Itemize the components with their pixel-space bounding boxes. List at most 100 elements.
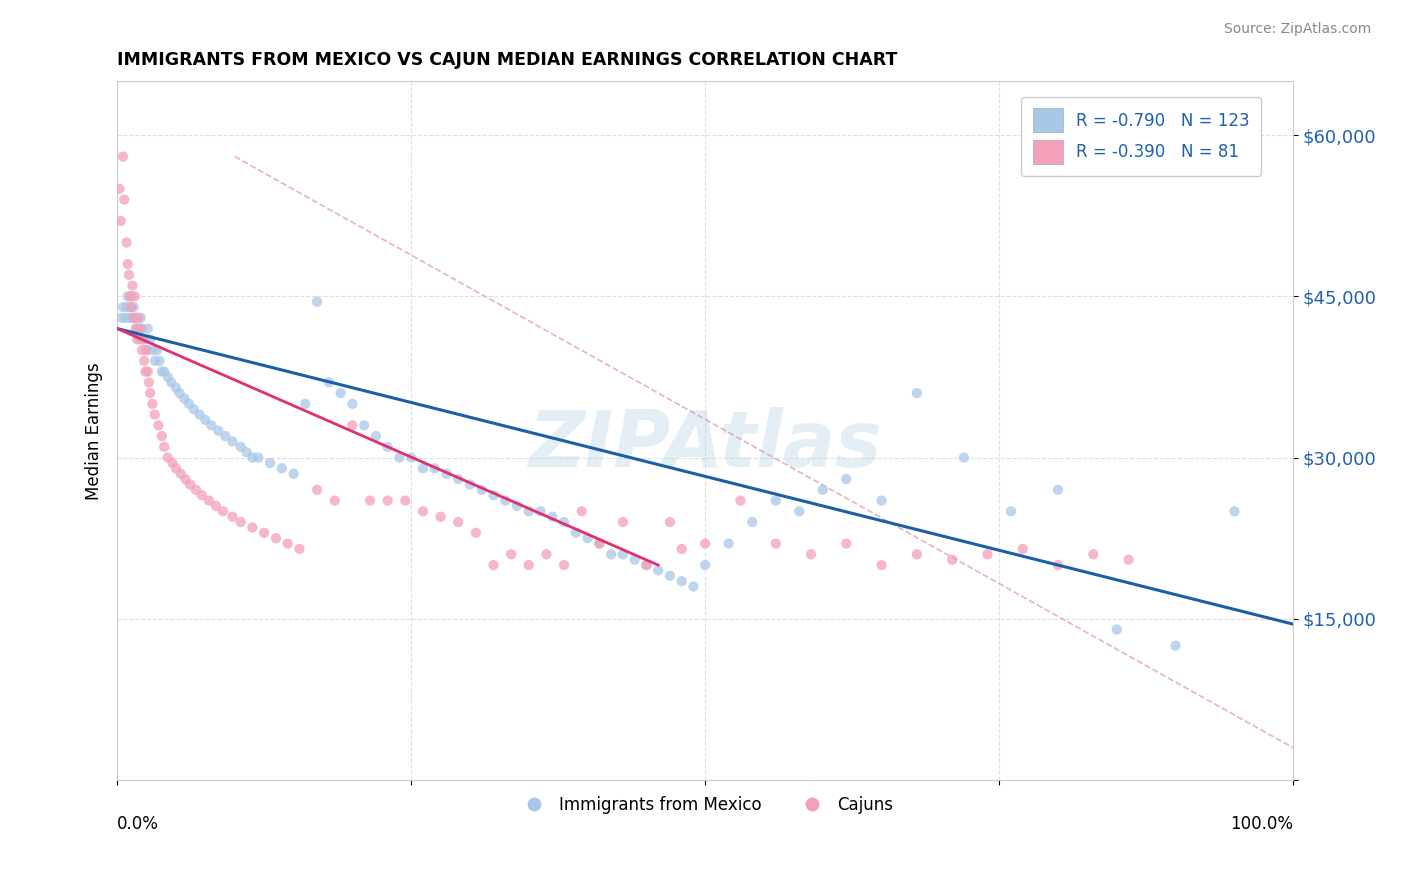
Point: [870, 558, 893, 572]
Point: [131, 343, 153, 357]
Point: [165, 461, 187, 475]
Point: [506, 499, 529, 513]
Point: [174, 472, 197, 486]
Point: [108, 182, 131, 196]
Point: [120, 300, 142, 314]
Point: [117, 257, 139, 271]
Point: [976, 547, 998, 561]
Point: [127, 310, 149, 325]
Point: [671, 574, 693, 589]
Point: [1118, 552, 1140, 566]
Point: [412, 461, 434, 475]
Point: [128, 332, 150, 346]
Point: [194, 413, 217, 427]
Point: [553, 515, 575, 529]
Point: [494, 493, 516, 508]
Point: [134, 354, 156, 368]
Point: [1164, 639, 1187, 653]
Point: [120, 289, 142, 303]
Point: [447, 515, 470, 529]
Point: [501, 547, 523, 561]
Point: [170, 467, 193, 481]
Point: [115, 235, 138, 250]
Point: [235, 445, 257, 459]
Point: [138, 376, 160, 390]
Point: [148, 418, 170, 433]
Point: [229, 440, 252, 454]
Point: [148, 354, 170, 368]
Point: [115, 300, 138, 314]
Point: [135, 343, 157, 357]
Point: [576, 531, 599, 545]
Point: [636, 558, 658, 572]
Point: [125, 321, 148, 335]
Point: [120, 289, 142, 303]
Point: [342, 397, 364, 411]
Point: [811, 483, 834, 497]
Point: [482, 488, 505, 502]
Point: [835, 472, 858, 486]
Text: Source: ZipAtlas.com: Source: ZipAtlas.com: [1223, 22, 1371, 37]
Text: ZIPAtlas: ZIPAtlas: [529, 407, 882, 483]
Point: [124, 289, 146, 303]
Point: [458, 477, 481, 491]
Point: [118, 310, 141, 325]
Point: [136, 321, 159, 335]
Point: [135, 343, 157, 357]
Point: [388, 450, 411, 465]
Point: [177, 397, 200, 411]
Point: [121, 278, 143, 293]
Point: [134, 332, 156, 346]
Point: [112, 300, 135, 314]
Point: [342, 418, 364, 433]
Point: [110, 214, 132, 228]
Point: [127, 332, 149, 346]
Point: [623, 552, 645, 566]
Point: [259, 456, 281, 470]
Point: [184, 483, 207, 497]
Point: [131, 321, 153, 335]
Point: [612, 547, 634, 561]
Point: [394, 493, 416, 508]
Point: [464, 525, 486, 540]
Point: [588, 536, 610, 550]
Point: [229, 515, 252, 529]
Point: [141, 343, 163, 357]
Point: [122, 310, 145, 325]
Point: [112, 150, 135, 164]
Point: [612, 515, 634, 529]
Point: [307, 483, 329, 497]
Point: [1083, 547, 1105, 561]
Point: [658, 515, 681, 529]
Text: IMMIGRANTS FROM MEXICO VS CAJUN MEDIAN EARNINGS CORRELATION CHART: IMMIGRANTS FROM MEXICO VS CAJUN MEDIAN E…: [117, 51, 897, 69]
Point: [695, 536, 717, 550]
Point: [905, 547, 928, 561]
Point: [191, 488, 214, 502]
Point: [160, 376, 183, 390]
Text: 100.0%: 100.0%: [1230, 815, 1294, 833]
Point: [953, 450, 976, 465]
Point: [127, 321, 149, 335]
Point: [294, 397, 316, 411]
Point: [118, 268, 141, 282]
Point: [277, 536, 299, 550]
Point: [253, 525, 276, 540]
Point: [129, 310, 152, 325]
Point: [600, 547, 623, 561]
Point: [359, 493, 381, 508]
Point: [1046, 483, 1069, 497]
Point: [541, 509, 564, 524]
Point: [429, 509, 451, 524]
Point: [323, 493, 346, 508]
Point: [318, 376, 340, 390]
Point: [153, 365, 176, 379]
Point: [125, 321, 148, 335]
Point: [134, 365, 156, 379]
Point: [139, 332, 162, 346]
Point: [165, 381, 187, 395]
Point: [658, 569, 681, 583]
Point: [122, 300, 145, 314]
Point: [553, 558, 575, 572]
Point: [588, 536, 610, 550]
Point: [150, 365, 173, 379]
